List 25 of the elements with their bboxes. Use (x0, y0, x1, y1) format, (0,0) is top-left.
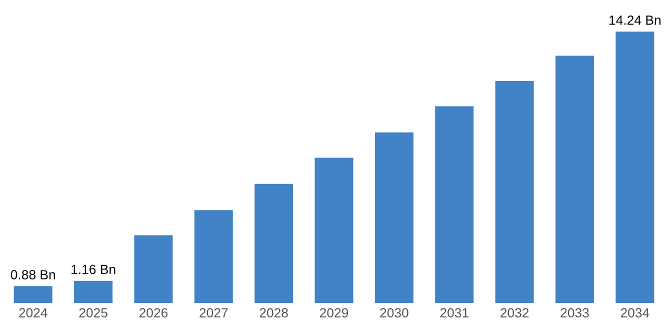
bar (616, 32, 654, 303)
data-label: 14.24 Bn (609, 15, 660, 25)
x-tick-label: 2029 (320, 308, 348, 318)
bar (134, 235, 173, 303)
x-tick-label: 2030 (380, 308, 408, 318)
x-tick-label: 2028 (260, 308, 288, 318)
x-tick-label: 2034 (620, 308, 650, 318)
bar (435, 106, 474, 303)
x-tick-label: 2027 (200, 308, 228, 318)
bar (374, 132, 414, 303)
bar (194, 210, 233, 303)
bar (555, 56, 594, 303)
x-tick-label: 2032 (500, 308, 529, 318)
bar (14, 286, 52, 303)
x-tick-label: 2024 (19, 308, 48, 318)
bar (254, 184, 294, 303)
data-label: 1.16 Bn (72, 264, 116, 274)
x-tick-label: 2026 (139, 308, 168, 318)
bar (74, 280, 113, 303)
bar (495, 80, 534, 303)
bar (314, 158, 354, 303)
data-label: 0.88 Bn (10, 270, 55, 280)
x-tick-label: 2031 (440, 308, 468, 318)
x-tick-label: 2025 (79, 308, 108, 318)
x-tick-label: 2033 (560, 308, 589, 318)
